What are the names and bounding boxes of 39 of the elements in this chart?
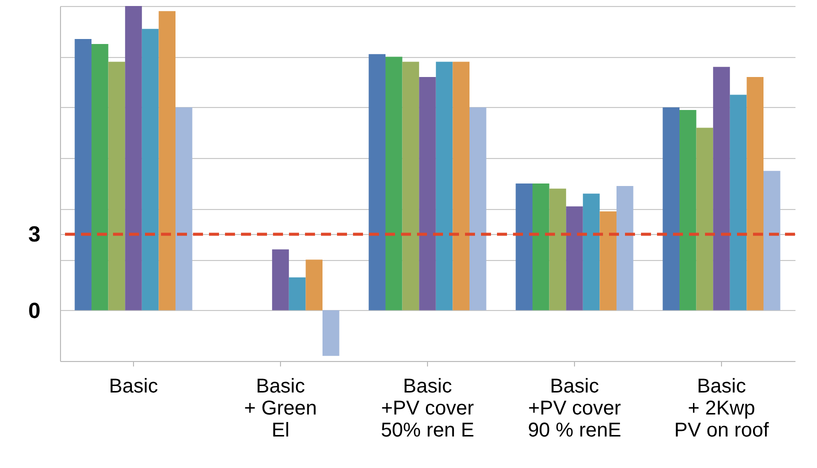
bar <box>746 77 764 310</box>
bar <box>662 107 680 310</box>
x-tick-label: Basic +PV cover 50% ren E <box>380 376 474 442</box>
bar <box>730 94 747 310</box>
bar <box>419 77 436 310</box>
bar <box>516 184 532 310</box>
bar <box>288 277 306 310</box>
bar <box>92 44 108 310</box>
bar <box>600 211 616 310</box>
x-tick-label: Basic <box>109 376 158 398</box>
bar <box>713 66 730 310</box>
x-tick-label: Basic + Green El <box>244 376 317 442</box>
bar <box>272 249 289 310</box>
bar <box>470 107 486 310</box>
bar <box>452 62 470 310</box>
bar <box>108 62 126 310</box>
x-tick-label: Basic +PV cover 90 % renE <box>528 376 622 442</box>
y-tick-label: 0 <box>28 298 40 323</box>
bar <box>368 54 386 310</box>
bar <box>176 107 192 310</box>
bar <box>322 310 340 356</box>
bar <box>696 128 714 310</box>
bar <box>764 170 780 310</box>
bar <box>436 62 453 310</box>
bar <box>386 56 402 310</box>
bar <box>532 184 550 310</box>
bar <box>680 110 696 310</box>
bar <box>402 62 420 310</box>
y-tick-label: 3 <box>28 222 40 247</box>
bar <box>582 194 600 310</box>
bar <box>74 38 92 310</box>
bar <box>158 11 176 310</box>
bar <box>616 186 634 310</box>
bar <box>142 28 159 310</box>
bar <box>306 260 322 310</box>
bar <box>566 206 583 310</box>
bar <box>125 6 142 310</box>
bar <box>549 188 566 310</box>
x-tick-label: Basic + 2Kwp PV on roof <box>674 376 770 442</box>
